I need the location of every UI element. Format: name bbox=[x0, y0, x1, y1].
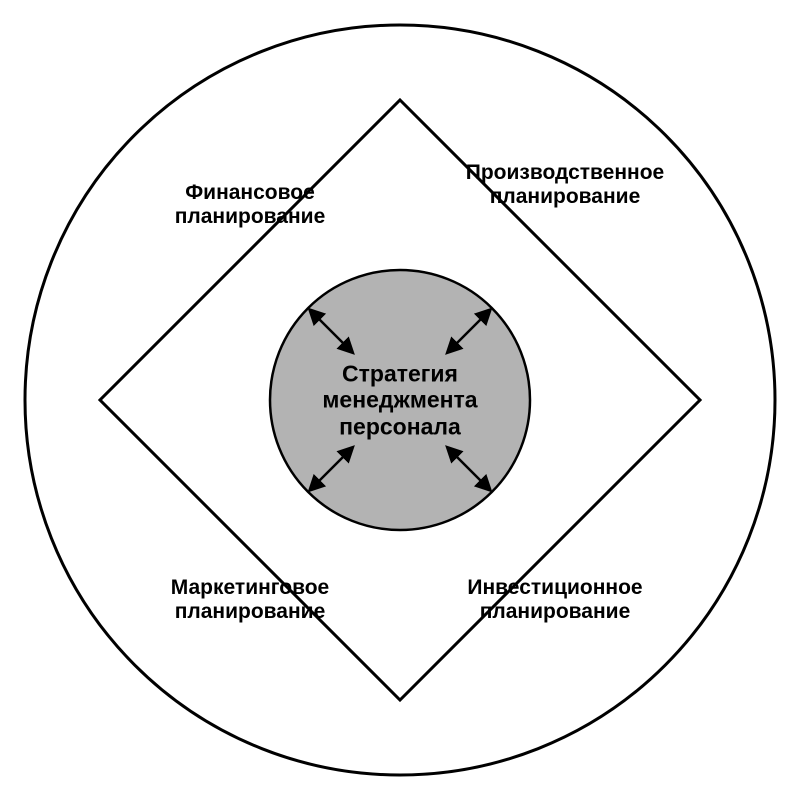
center-circle bbox=[270, 270, 530, 530]
diagram-stage: Финансовоепланирование Производственноеп… bbox=[0, 0, 800, 800]
diagram-svg bbox=[0, 0, 800, 800]
